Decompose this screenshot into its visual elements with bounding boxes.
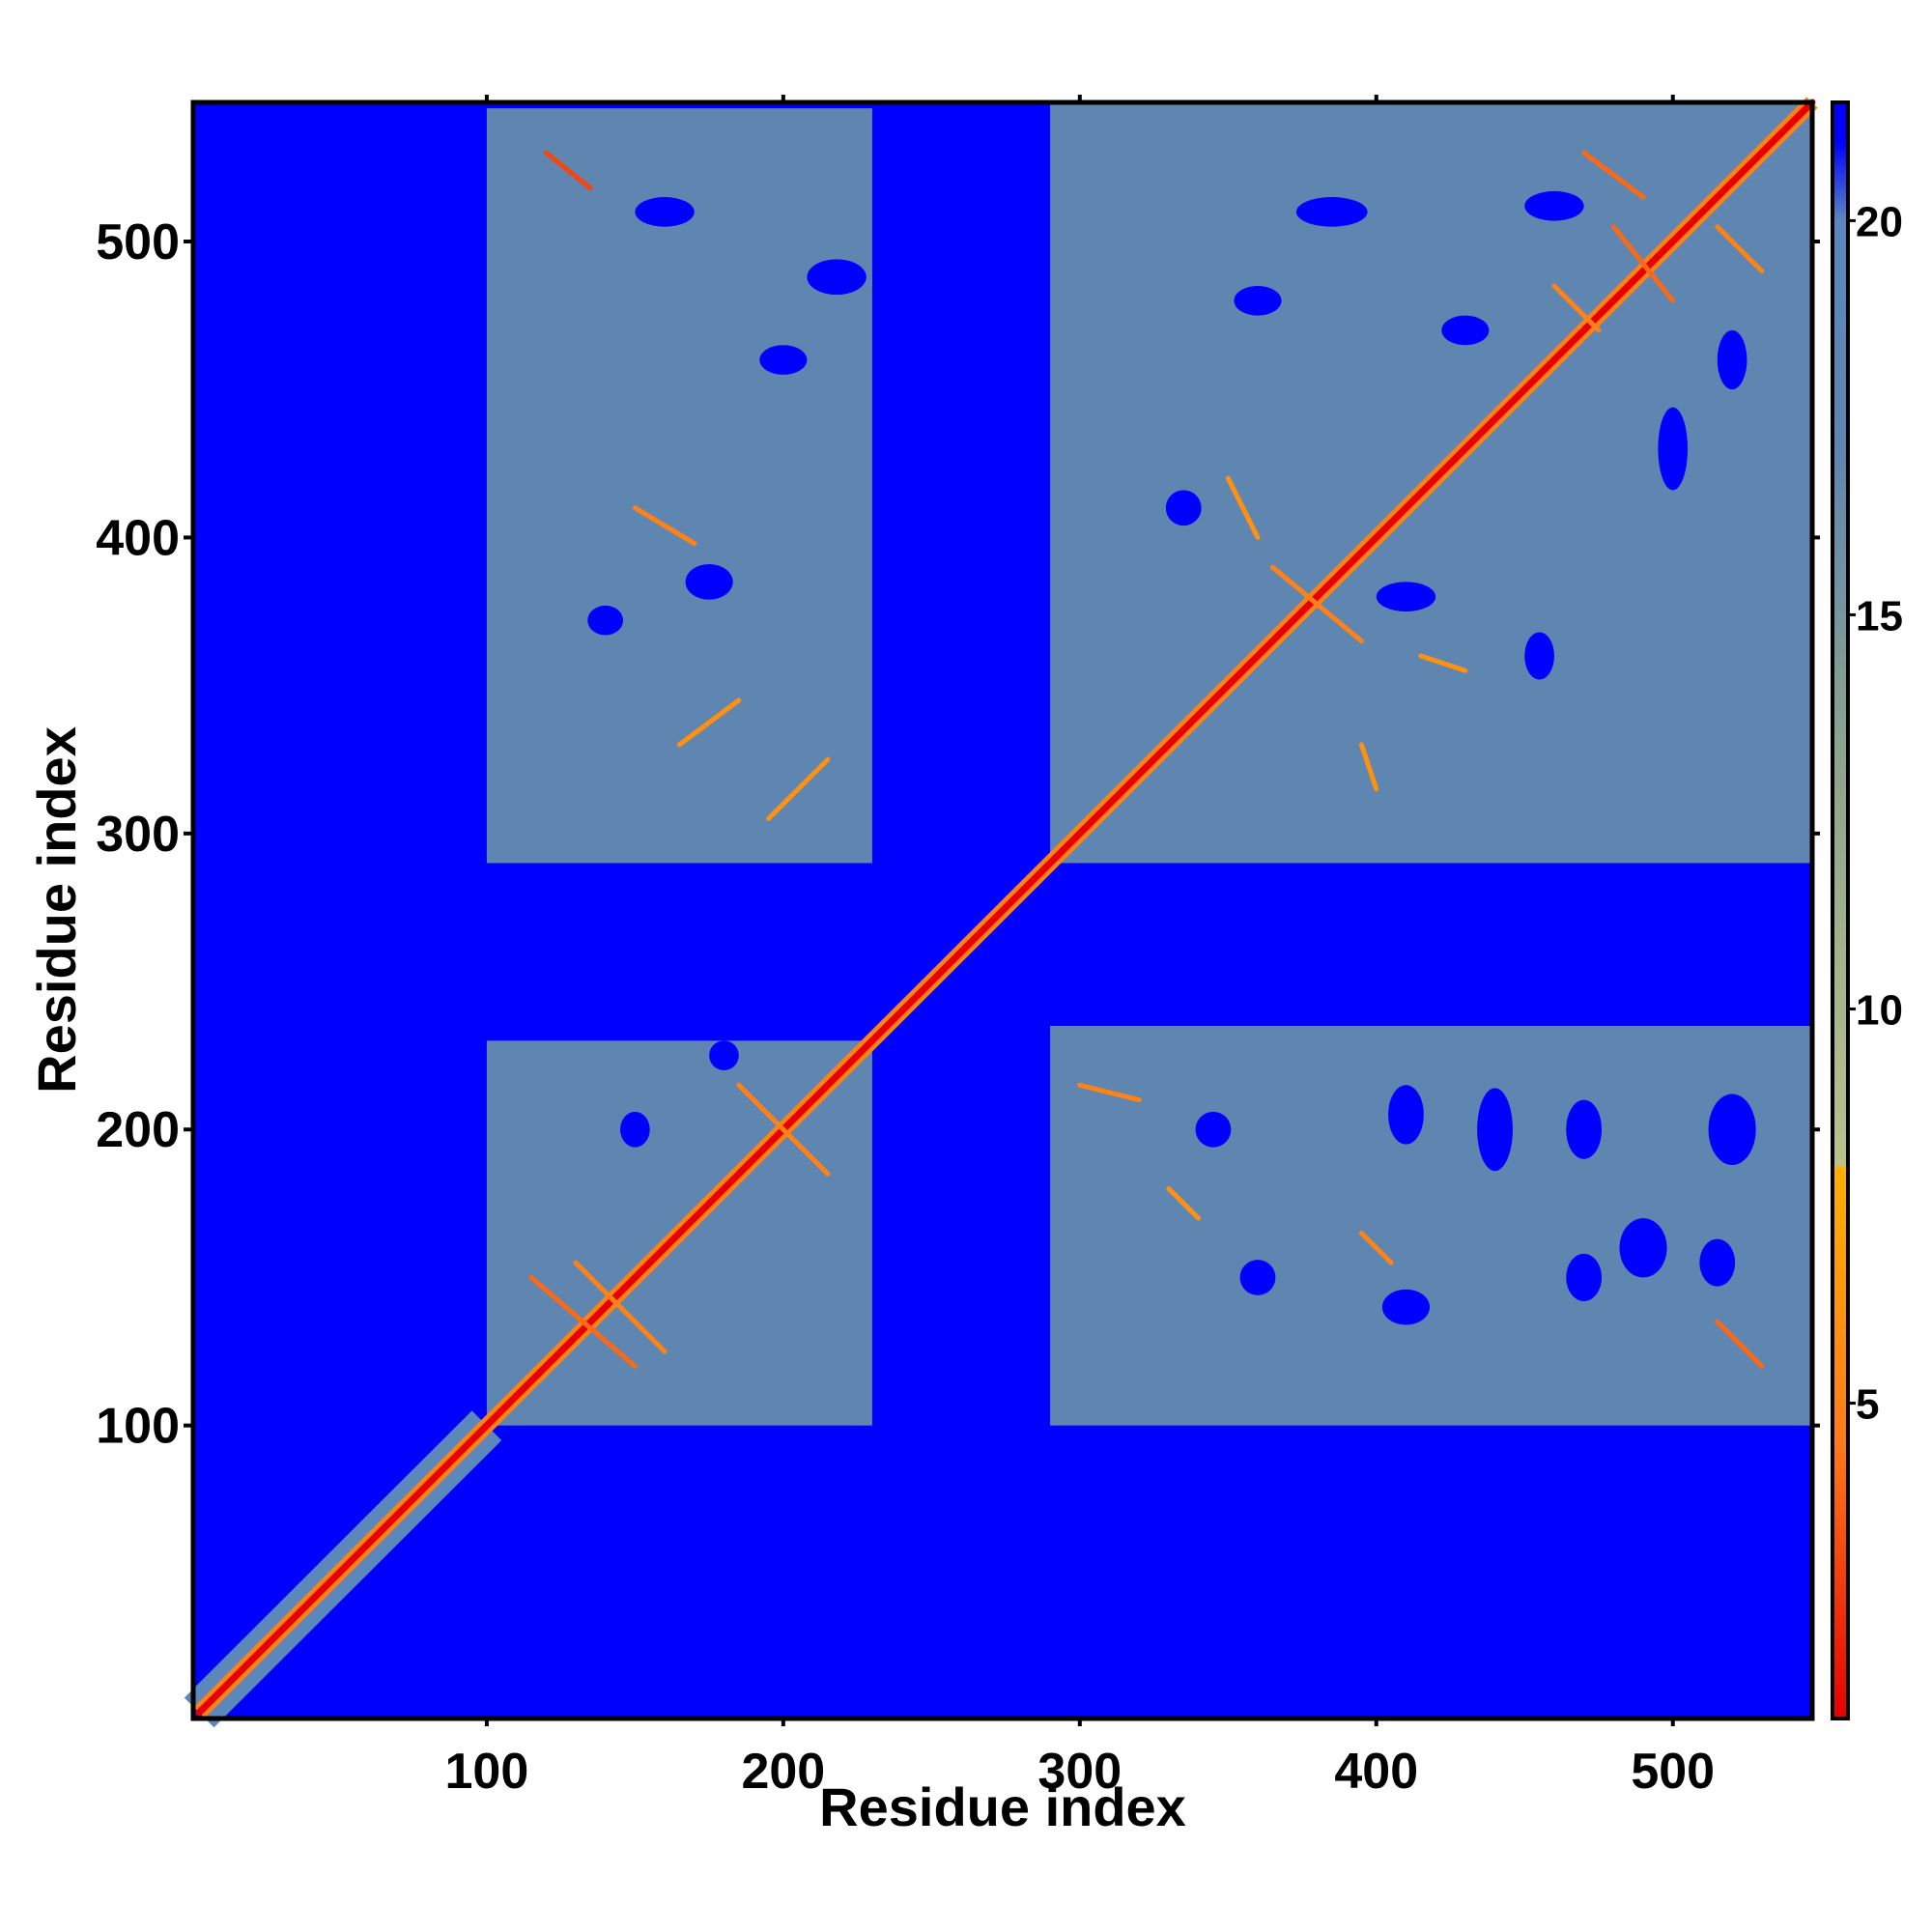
heatmap-hole-18 xyxy=(1708,1094,1756,1166)
heatmap-hole-2 xyxy=(635,197,695,227)
colorbar-tick-label-20: 20 xyxy=(1856,198,1903,245)
x-tick-label-400: 400 xyxy=(1334,1744,1418,1800)
y-tick-label-500: 500 xyxy=(96,214,180,270)
heatmap-hole-17 xyxy=(1566,1099,1603,1159)
heatmap-hole-13 xyxy=(1524,632,1554,680)
heatmap-hole-14 xyxy=(1165,490,1202,526)
heatmap-hole-20 xyxy=(1566,1253,1603,1301)
heatmap-hole-4 xyxy=(587,605,624,636)
contact-streak-8 xyxy=(1269,564,1364,644)
heatmap-cells xyxy=(184,97,1818,1728)
x-tick-label-200: 200 xyxy=(741,1744,825,1800)
colorbar: 5 10 15 20 xyxy=(1831,100,1903,1720)
plot-frame xyxy=(190,99,1815,1721)
x-axis-title: Residue index xyxy=(819,1776,1186,1837)
contact-streak-15 xyxy=(1077,1082,1142,1103)
heatmap-hole-9 xyxy=(1441,315,1490,346)
x-axis: 100 200 300 400 500 xyxy=(445,1719,1715,1800)
contact-streak-13 xyxy=(1551,283,1602,333)
heatmap-hole-11 xyxy=(1717,329,1747,390)
heatmap-hole-1 xyxy=(807,259,867,296)
colorbar-tick-label-5: 5 xyxy=(1856,1381,1879,1429)
heatmap-region-2 xyxy=(486,108,872,864)
y-tick-label-100: 100 xyxy=(96,1399,180,1455)
y-tick-label-400: 400 xyxy=(96,510,180,566)
contact-streak-9 xyxy=(1225,475,1261,540)
contact-streak-17 xyxy=(1715,1319,1765,1369)
contact-streak-12 xyxy=(1715,224,1765,274)
x-tick-label-500: 500 xyxy=(1631,1744,1715,1800)
contact-streak-3 xyxy=(736,1082,831,1177)
x-tick-label-100: 100 xyxy=(445,1744,529,1800)
heatmap-hole-24 xyxy=(1195,1111,1232,1148)
contact-streak-14 xyxy=(1358,742,1379,792)
contact-streak-10 xyxy=(1610,224,1676,303)
heatmap-hole-16 xyxy=(1388,1085,1424,1145)
heatmap-hole-12 xyxy=(1376,582,1436,612)
contact-streak-2 xyxy=(573,1260,668,1354)
heatmap-hole-5 xyxy=(759,345,808,375)
y-tick-label-300: 300 xyxy=(96,807,180,863)
colorbar-tick-label-10: 10 xyxy=(1856,987,1903,1035)
heatmap-hole-25 xyxy=(620,1111,650,1148)
colorbar-bar xyxy=(1831,100,1850,1720)
heatmap-hole-0 xyxy=(895,312,968,349)
y-tick-label-200: 200 xyxy=(96,1102,180,1158)
contact-streak-5 xyxy=(632,505,697,547)
contact-streak-1 xyxy=(528,1274,638,1369)
heatmap-hole-3 xyxy=(685,564,733,600)
colorbar-ticks: 5 10 15 20 xyxy=(1848,198,1903,1429)
heatmap-hole-19 xyxy=(1619,1218,1667,1278)
contact-streak-4 xyxy=(543,150,593,191)
contact-streak-11 xyxy=(1581,150,1646,200)
heatmap-hole-10 xyxy=(1234,285,1282,316)
colorbar-tick-label-15: 15 xyxy=(1856,592,1903,639)
heatmap-hole-23 xyxy=(1239,1260,1276,1295)
heatmap-hole-22 xyxy=(1381,1289,1431,1325)
contact-streak-7 xyxy=(766,756,831,822)
heatmap-hole-6 xyxy=(1295,197,1368,227)
contact-streak-6 xyxy=(676,697,742,748)
heatmap-hole-15 xyxy=(1477,1088,1513,1172)
diagonal-contact-line xyxy=(195,99,1816,1717)
contact-streak-18 xyxy=(1166,1186,1202,1221)
x-tick-label-300: 300 xyxy=(1037,1744,1122,1800)
contact-streak-16 xyxy=(1358,1230,1394,1265)
contact-streak-19 xyxy=(1418,653,1468,673)
top-axis xyxy=(484,95,1675,102)
heatmap-hole-7 xyxy=(1524,190,1584,221)
y-axis: 100 200 300 400 500 xyxy=(96,214,193,1455)
heatmap-region-3 xyxy=(1050,1026,1812,1426)
y-axis-title: Residue index xyxy=(26,726,87,1094)
heatmap-hole-26 xyxy=(709,1040,739,1070)
heatmap-hole-21 xyxy=(1699,1238,1736,1287)
right-axis xyxy=(1812,240,1820,1428)
heatmap-hole-8 xyxy=(1658,407,1689,491)
